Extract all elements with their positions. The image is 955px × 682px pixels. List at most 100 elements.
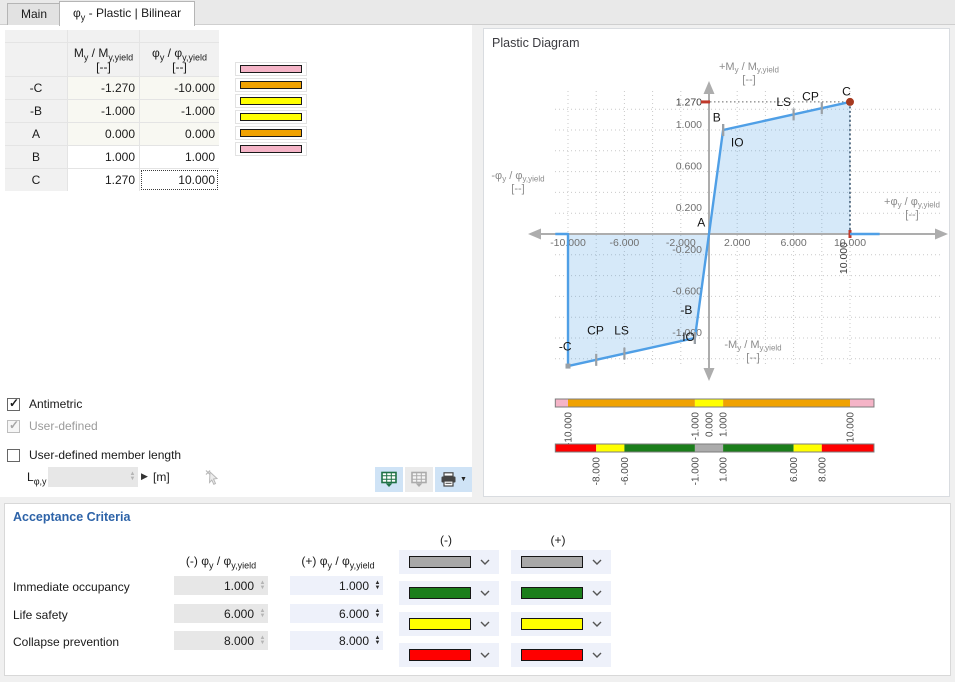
row-header[interactable]: A [5, 123, 67, 145]
svg-text:-0.600: -0.600 [672, 285, 702, 297]
plastic-diagram-panel: -10.000 -1.000 0.000 1.000 10.000 -8.000 -6.00… [483, 28, 950, 497]
user-defined-option: ✓ User-defined [7, 417, 98, 433]
tab-main[interactable]: Main [7, 3, 62, 25]
table-col-strip [68, 30, 139, 42]
ls-neg-input: 6.000 ▲ ▼ [174, 604, 268, 623]
chevron-down-icon [592, 559, 602, 565]
row-header[interactable]: -C [5, 77, 67, 99]
antimetric-option: ✓ Antimetric [7, 395, 82, 411]
check-icon: ✓ [9, 395, 20, 410]
table-corner-strip [5, 30, 67, 42]
excel-export-button[interactable] [375, 467, 403, 492]
color-swatch [409, 587, 471, 599]
svg-text:1.270: 1.270 [676, 96, 702, 108]
row-header[interactable]: -B [5, 100, 67, 122]
spinner[interactable]: ▲ ▼ [374, 634, 381, 646]
acceptance-criteria-panel: Acceptance Criteria (-) φy / φy,yield (+… [4, 503, 951, 676]
tab-bar: Main φy - Plastic | Bilinear [0, 0, 955, 26]
range-swatch [235, 142, 307, 156]
color-swatch [521, 618, 583, 630]
table-cell[interactable]: 1.000 [68, 146, 139, 168]
table-cell[interactable]: -10.000 [140, 77, 219, 99]
table-cell[interactable]: 10.000 [140, 169, 219, 191]
collapse-prevention-label: Collapse prevention [13, 635, 120, 649]
pos-cp-color-select[interactable] [511, 643, 611, 667]
color-swatch [521, 556, 583, 568]
table-cell[interactable]: 1.000 [140, 146, 219, 168]
neg-io-color-select[interactable] [399, 581, 499, 605]
check-icon: ✓ [9, 417, 20, 432]
pos-base-color-select[interactable] [511, 550, 611, 574]
svg-text:[--]: [--] [511, 183, 524, 195]
colorbar-0: -10.000 -1.000 0.000 1.000 10.000 [554, 398, 875, 446]
length-field-label: Lφ,y [27, 470, 47, 487]
svg-text:1.000: 1.000 [719, 457, 730, 482]
spinner: ▲ ▼ [259, 607, 266, 619]
svg-text:-1.000: -1.000 [690, 457, 701, 486]
table-cell[interactable]: -1.000 [140, 100, 219, 122]
ls-pos-input[interactable]: 6.000 ▲ ▼ [290, 604, 383, 623]
range-swatch [235, 78, 307, 92]
excel-import-icon [411, 471, 427, 487]
svg-text:+φy / φy,yield: +φy / φy,yield [884, 196, 940, 210]
neg-cp-color-select[interactable] [399, 643, 499, 667]
row-header[interactable]: B [5, 146, 67, 168]
svg-text:CP: CP [587, 324, 604, 338]
print-button[interactable]: ▼ [435, 467, 472, 492]
member-length-label: User-defined member length [29, 448, 182, 462]
chevron-down-icon [480, 559, 490, 565]
cp-pos-input[interactable]: 8.000 ▲ ▼ [290, 631, 383, 650]
member-length-checkbox[interactable] [7, 448, 20, 462]
chevron-down-icon [480, 652, 490, 658]
spinner[interactable]: ▲ ▼ [374, 607, 381, 619]
io-neg-input: 1.000 ▲ ▼ [174, 576, 268, 595]
diagram-panel-title: Plastic Diagram [492, 36, 580, 50]
chevron-down-icon [592, 652, 602, 658]
svg-text:-B: -B [680, 303, 692, 317]
io-pos-input[interactable]: 1.000 ▲ ▼ [290, 576, 383, 595]
colorbar-1: -8.000 -6.000 -1.000 1.000 6.000 8.000 [554, 443, 875, 486]
svg-text:LS: LS [614, 324, 629, 338]
svg-text:[--]: [--] [746, 352, 759, 364]
svg-text:C: C [842, 85, 851, 99]
svg-text:CP: CP [802, 90, 819, 104]
table-cell[interactable]: -1.270 [68, 77, 139, 99]
column-header-moment: My / My,yield [--] [68, 43, 139, 76]
color-swatch [521, 649, 583, 661]
table-cell[interactable]: -1.000 [68, 100, 139, 122]
pos-io-color-select[interactable] [511, 581, 611, 605]
neg-base-color-select[interactable] [399, 550, 499, 574]
row-header[interactable]: C [5, 169, 67, 191]
pos-color-column-header: (+) [550, 533, 566, 547]
length-flyout-icon[interactable]: ▶ [141, 471, 148, 481]
svg-text:[--]: [--] [905, 209, 918, 221]
table-cell[interactable]: 0.000 [68, 123, 139, 145]
spinner[interactable]: ▲ ▼ [374, 579, 381, 591]
svg-text:B: B [713, 111, 721, 125]
tab-phiy-plastic-bilinear[interactable]: φy - Plastic | Bilinear [59, 1, 196, 26]
chevron-down-icon [592, 621, 602, 627]
svg-text:1.000: 1.000 [676, 119, 702, 131]
life-safety-label: Life safety [13, 608, 68, 622]
antimetric-checkbox[interactable]: ✓ [7, 395, 20, 411]
table-col-strip [140, 30, 219, 42]
pos-ls-color-select[interactable] [511, 612, 611, 636]
pick-cursor-icon [205, 470, 219, 485]
plastic-diagram-chart: -10.000 -1.000 0.000 1.000 10.000-8.000 -6.00… [491, 61, 948, 486]
color-swatch [409, 649, 471, 661]
parameters-pane: My / My,yield [--] φy / φy,yield [--] -C… [0, 25, 472, 497]
print-dropdown-icon[interactable]: ▼ [460, 476, 467, 483]
neg-ls-color-select[interactable] [399, 612, 499, 636]
range-swatch [235, 94, 307, 108]
table-cell[interactable]: 0.000 [140, 123, 219, 145]
tab-main-label: Main [21, 7, 48, 21]
color-swatch [409, 618, 471, 630]
excel-export-icon [381, 471, 397, 487]
table-cell[interactable]: 1.270 [68, 169, 139, 191]
immediate-occupancy-label: Immediate occupancy [13, 580, 130, 594]
svg-text:6.000: 6.000 [780, 237, 806, 249]
svg-text:1.000: 1.000 [719, 412, 730, 437]
color-swatch [521, 587, 583, 599]
svg-text:-2.000: -2.000 [666, 237, 696, 249]
svg-text:-C: -C [559, 339, 572, 353]
